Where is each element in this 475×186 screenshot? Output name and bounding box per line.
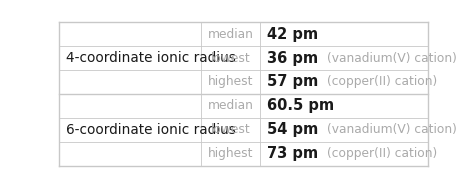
- Text: 4-coordinate ionic radius: 4-coordinate ionic radius: [66, 51, 236, 65]
- Text: (vanadium(V) cation): (vanadium(V) cation): [327, 52, 457, 65]
- Text: (vanadium(V) cation): (vanadium(V) cation): [327, 123, 457, 136]
- Text: highest: highest: [208, 147, 253, 160]
- Text: 36 pm: 36 pm: [266, 51, 318, 66]
- Text: lowest: lowest: [211, 123, 250, 136]
- Text: 42 pm: 42 pm: [266, 27, 318, 42]
- Text: 57 pm: 57 pm: [266, 75, 318, 89]
- Text: 60.5 pm: 60.5 pm: [266, 98, 334, 113]
- Text: median: median: [208, 28, 254, 41]
- Text: lowest: lowest: [211, 52, 250, 65]
- Text: (copper(II) cation): (copper(II) cation): [327, 76, 437, 89]
- Text: 54 pm: 54 pm: [266, 122, 318, 137]
- Text: median: median: [208, 99, 254, 112]
- Text: 6-coordinate ionic radius: 6-coordinate ionic radius: [66, 123, 236, 137]
- Text: 73 pm: 73 pm: [266, 146, 318, 161]
- Text: highest: highest: [208, 76, 253, 89]
- Text: (copper(II) cation): (copper(II) cation): [327, 147, 437, 160]
